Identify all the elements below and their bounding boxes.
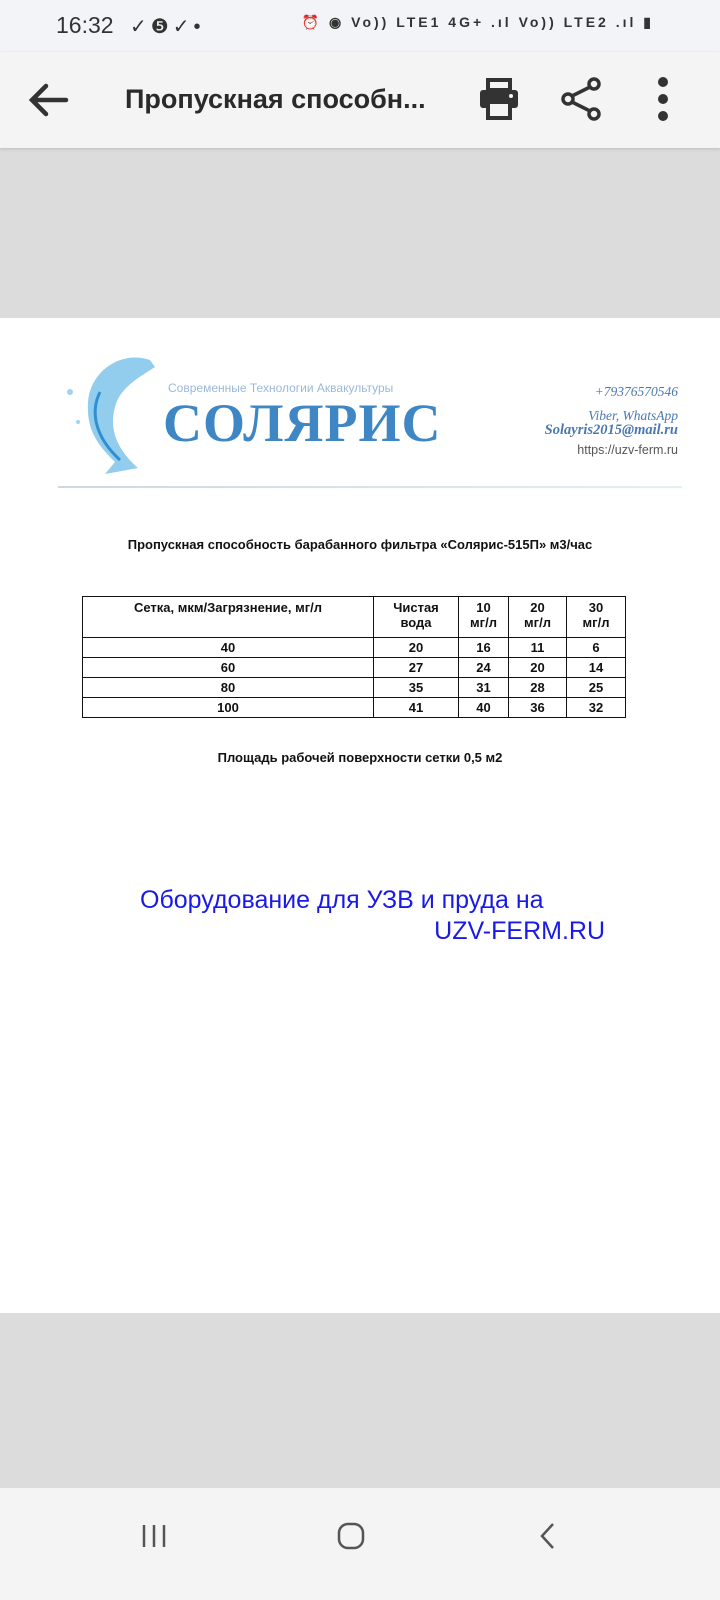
status-time: 16:32 xyxy=(56,12,114,38)
table-cell: 41 xyxy=(373,697,459,718)
table-cell: 40 xyxy=(82,637,374,658)
table-row: 80 35 31 28 25 xyxy=(82,677,626,698)
recent-apps-icon[interactable] xyxy=(140,1522,168,1555)
fish-logo-icon xyxy=(60,352,165,482)
website: https://uzv-ferm.ru xyxy=(577,442,678,457)
header-cell: 30 мг/л xyxy=(566,596,626,638)
contacts: +79376570546 Viber, WhatsApp Solayris201… xyxy=(545,385,678,466)
header-cell: 20 мг/л xyxy=(508,596,567,638)
promo-link[interactable]: Оборудование для УЗВ и пруда на UZV-FERM… xyxy=(140,885,605,947)
email: Solayris2015@mail.ru xyxy=(544,422,678,438)
document-page xyxy=(0,318,720,1313)
table-cell: 20 xyxy=(373,637,459,658)
phone: +79376570546 xyxy=(594,384,678,399)
more-options-icon[interactable] xyxy=(655,76,671,127)
document-title: Пропускная способность барабанного фильт… xyxy=(127,537,593,552)
table-cell: 80 xyxy=(82,677,374,698)
status-bar: 16:32 ✓❺✓• ⏰ ◉ Vo)) LTE1 4G+ .ıl Vo)) LT… xyxy=(0,0,720,52)
home-icon[interactable] xyxy=(336,1522,366,1555)
table-cell: 40 xyxy=(458,697,509,718)
table-cell: 24 xyxy=(458,657,509,678)
header-cell: 10 мг/л xyxy=(458,596,509,638)
navigation-bar xyxy=(0,1488,720,1600)
status-icons: ⏰ ◉ Vo)) LTE1 4G+ .ıl Vo)) LTE2 .ıl ▮ xyxy=(301,14,654,30)
header-cell: Сетка, мкм/Загрязнение, мг/л xyxy=(82,596,374,638)
area-note: Площадь рабочей поверхности сетки 0,5 м2 xyxy=(217,750,503,765)
throughput-table: Сетка, мкм/Загрязнение, мг/л Чистая вода … xyxy=(82,596,626,718)
table-row: 60 27 24 20 14 xyxy=(82,657,626,678)
table-cell: 60 xyxy=(82,657,374,678)
header-cell: Чистая вода xyxy=(373,596,459,638)
table-cell: 6 xyxy=(566,637,626,658)
table-cell: 100 xyxy=(82,697,374,718)
table-cell: 14 xyxy=(566,657,626,678)
table-row: 100 41 40 36 32 xyxy=(82,697,626,718)
table-cell: 36 xyxy=(508,697,567,718)
table-row: 40 20 16 11 6 xyxy=(82,637,626,658)
share-icon[interactable] xyxy=(560,76,604,127)
table-cell: 11 xyxy=(508,637,567,658)
table-header-row: Сетка, мкм/Загрязнение, мг/л Чистая вода … xyxy=(82,596,626,638)
toolbar: Пропускная способн... xyxy=(0,52,720,148)
table-cell: 25 xyxy=(566,677,626,698)
table-cell: 35 xyxy=(373,677,459,698)
back-arrow-icon[interactable] xyxy=(26,78,70,127)
brand-name: СОЛЯРИС xyxy=(163,393,442,453)
table-cell: 31 xyxy=(458,677,509,698)
divider xyxy=(58,486,682,488)
print-icon[interactable] xyxy=(476,76,522,127)
notification-icons: ✓❺✓• xyxy=(130,16,205,38)
back-nav-icon[interactable] xyxy=(538,1522,558,1555)
table-cell: 28 xyxy=(508,677,567,698)
promo-line-1: Оборудование для УЗВ и пруда на xyxy=(140,886,544,914)
messengers: Viber, WhatsApp xyxy=(588,407,678,423)
promo-line-2: UZV-FERM.RU xyxy=(434,917,605,945)
brand-tagline: Современные Технологии Аквакультуры xyxy=(168,381,394,395)
table-cell: 32 xyxy=(566,697,626,718)
table-cell: 16 xyxy=(458,637,509,658)
signal-text: Vo)) LTE1 4G+ .ıl Vo)) LTE2 .ıl xyxy=(351,14,637,30)
table-cell: 20 xyxy=(508,657,567,678)
page-title: Пропускная способн... xyxy=(125,84,426,114)
table-cell: 27 xyxy=(373,657,459,678)
